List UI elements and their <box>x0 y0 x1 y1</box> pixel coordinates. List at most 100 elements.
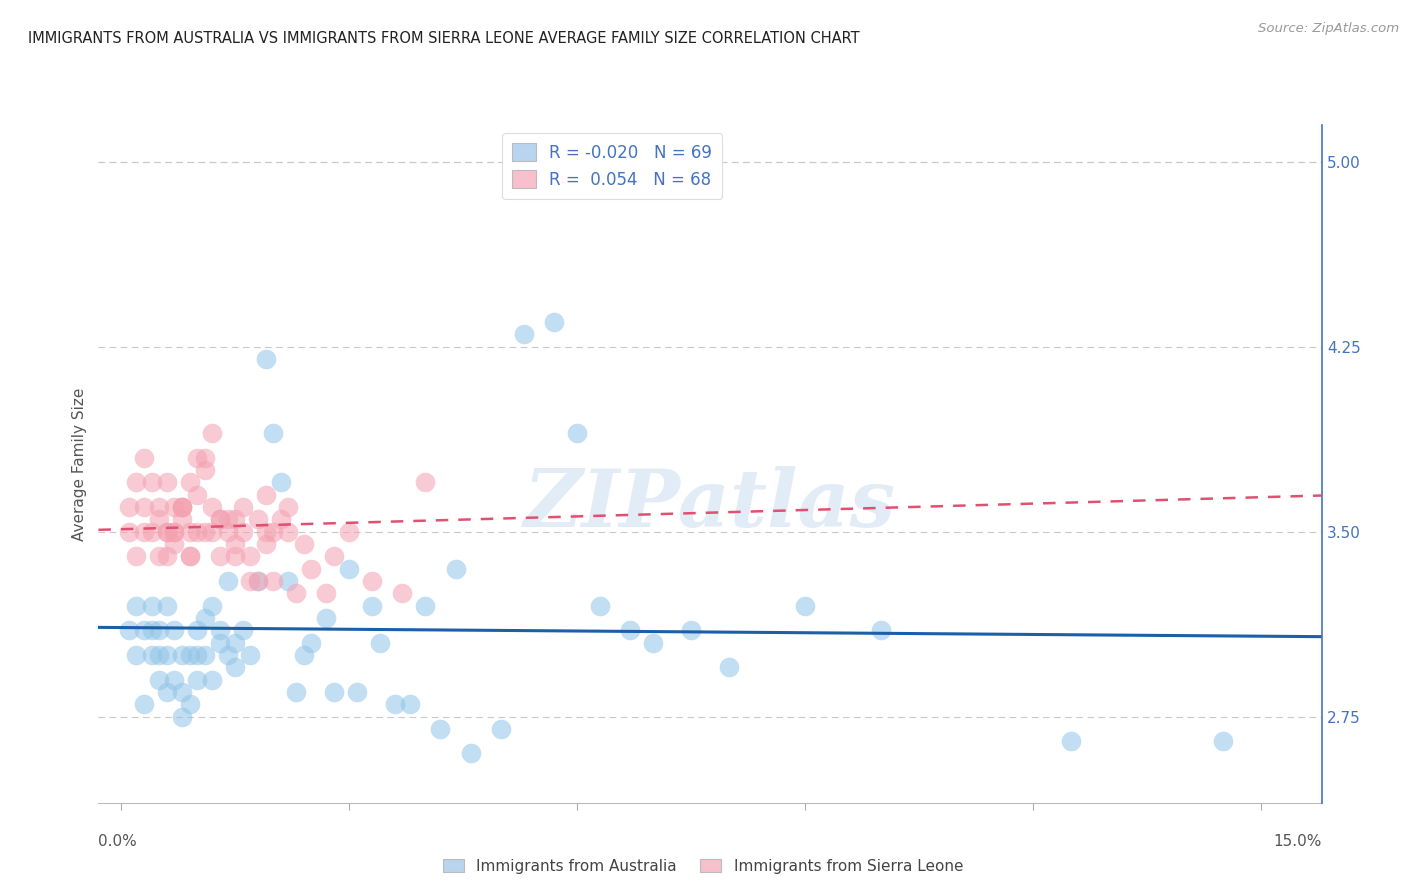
Point <box>194 463 217 477</box>
Point <box>156 599 179 613</box>
Point <box>217 574 239 588</box>
Point <box>217 512 239 526</box>
Text: 0.0%: 0.0% <box>98 834 138 849</box>
Point <box>156 648 179 662</box>
Point <box>201 524 224 539</box>
Point <box>254 524 277 539</box>
Point <box>368 635 391 649</box>
Point <box>232 500 254 514</box>
Point <box>270 475 292 490</box>
Point <box>208 549 231 564</box>
Point <box>179 697 201 711</box>
Point <box>513 327 536 342</box>
Point <box>299 561 322 575</box>
Point <box>565 425 588 440</box>
Point <box>399 697 422 711</box>
Point <box>148 648 170 662</box>
Point <box>201 673 224 687</box>
Point <box>186 673 208 687</box>
Point <box>270 512 292 526</box>
Point <box>141 524 163 539</box>
Point <box>239 549 262 564</box>
Point <box>194 524 217 539</box>
Point <box>163 524 186 539</box>
Point <box>170 512 193 526</box>
Point <box>156 475 179 490</box>
Point <box>194 450 217 465</box>
Point <box>186 524 208 539</box>
Point <box>186 648 208 662</box>
Point <box>361 599 384 613</box>
Point <box>337 524 360 539</box>
Point <box>141 599 163 613</box>
Point <box>262 524 284 539</box>
Point <box>262 574 284 588</box>
Point <box>489 722 512 736</box>
Text: Source: ZipAtlas.com: Source: ZipAtlas.com <box>1258 22 1399 36</box>
Point <box>413 599 436 613</box>
Point <box>208 624 231 638</box>
Legend: R = -0.020   N = 69, R =  0.054   N = 68: R = -0.020 N = 69, R = 0.054 N = 68 <box>502 133 721 199</box>
Point <box>125 475 148 490</box>
Point <box>254 537 277 551</box>
Point <box>125 549 148 564</box>
Point <box>794 599 817 613</box>
Point <box>132 500 155 514</box>
Point <box>246 512 269 526</box>
Point <box>125 599 148 613</box>
Point <box>194 648 217 662</box>
Point <box>170 500 193 514</box>
Point <box>170 500 193 514</box>
Point <box>277 500 299 514</box>
Point <box>239 648 262 662</box>
Point <box>1212 734 1234 748</box>
Legend: Immigrants from Australia, Immigrants from Sierra Leone: Immigrants from Australia, Immigrants fr… <box>437 853 969 880</box>
Point <box>224 549 246 564</box>
Point <box>208 512 231 526</box>
Point <box>118 500 141 514</box>
Point <box>718 660 741 674</box>
Point <box>232 524 254 539</box>
Point <box>254 488 277 502</box>
Point <box>156 685 179 699</box>
Point <box>315 611 337 625</box>
Point <box>148 500 170 514</box>
Point <box>315 586 337 600</box>
Point <box>132 450 155 465</box>
Point <box>460 747 482 761</box>
Point <box>163 524 186 539</box>
Point <box>163 673 186 687</box>
Point <box>163 537 186 551</box>
Point <box>641 635 664 649</box>
Point <box>186 450 208 465</box>
Text: ZIPatlas: ZIPatlas <box>524 466 896 543</box>
Point <box>346 685 368 699</box>
Point <box>224 512 246 526</box>
Point <box>201 425 224 440</box>
Point <box>254 352 277 367</box>
Point <box>619 624 641 638</box>
Point <box>262 425 284 440</box>
Point <box>186 488 208 502</box>
Point <box>413 475 436 490</box>
Point <box>589 599 612 613</box>
Point <box>870 624 893 638</box>
Point <box>170 500 193 514</box>
Point <box>156 524 179 539</box>
Point <box>148 624 170 638</box>
Point <box>194 611 217 625</box>
Point <box>118 524 141 539</box>
Point <box>118 624 141 638</box>
Point <box>170 648 193 662</box>
Point <box>277 574 299 588</box>
Point <box>201 599 224 613</box>
Point <box>543 315 565 329</box>
Point <box>132 524 155 539</box>
Point <box>163 500 186 514</box>
Point <box>444 561 467 575</box>
Point <box>246 574 269 588</box>
Point <box>284 586 307 600</box>
Y-axis label: Average Family Size: Average Family Size <box>72 387 87 541</box>
Point <box>224 635 246 649</box>
Point <box>208 635 231 649</box>
